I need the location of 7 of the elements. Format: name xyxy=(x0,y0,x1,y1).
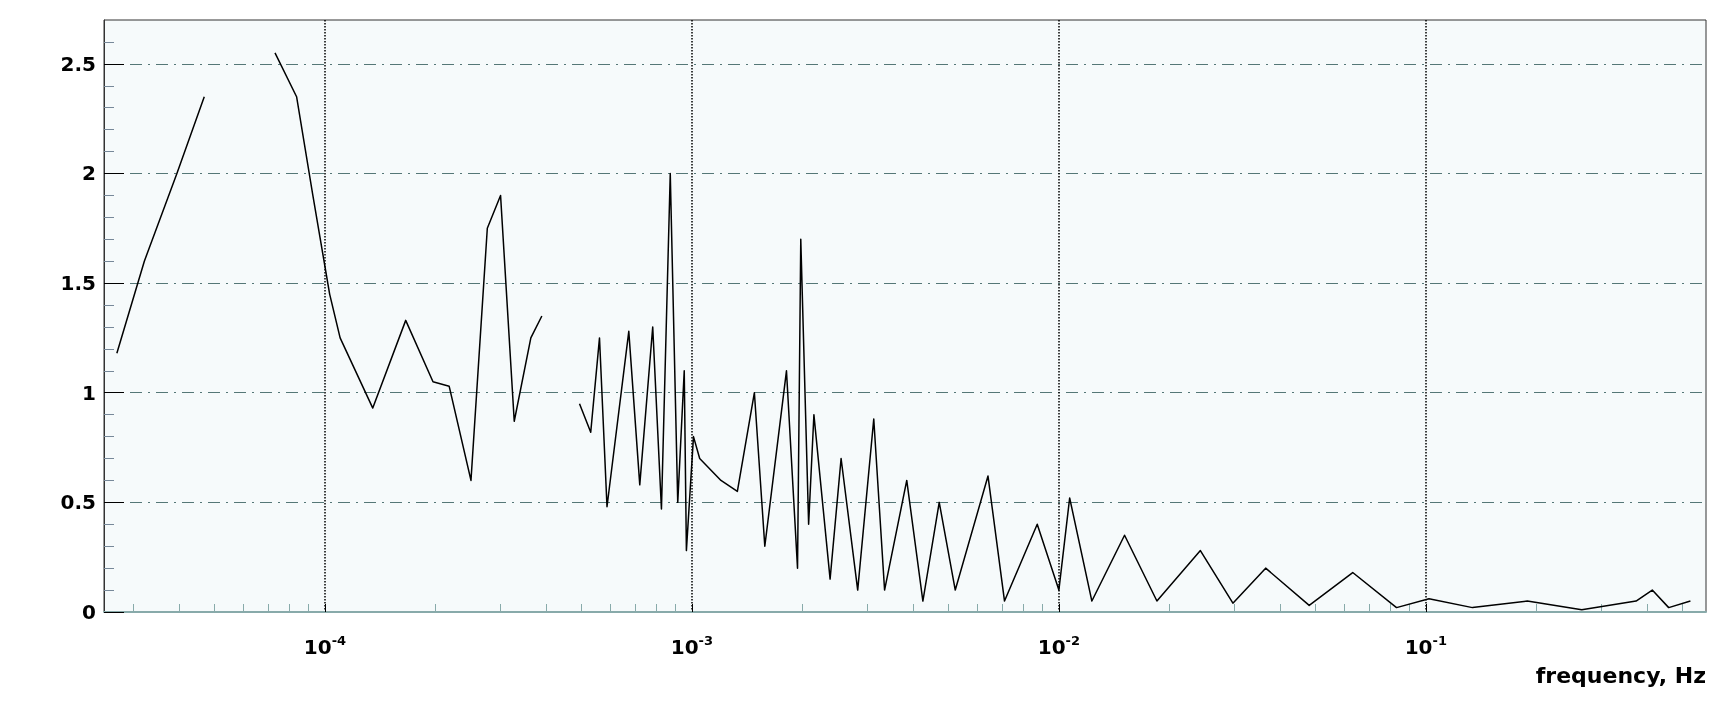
y-tick-label: 0.5 xyxy=(60,490,96,515)
x-axis-title: frequency, Hz xyxy=(1535,662,1706,688)
y-tick-label: 0 xyxy=(82,600,96,624)
y-tick-label: 1 xyxy=(82,380,96,405)
y-tick-label: 2 xyxy=(82,161,96,186)
y-tick-label: 2.5 xyxy=(60,51,96,76)
y-tick-label: 1.5 xyxy=(60,271,96,296)
